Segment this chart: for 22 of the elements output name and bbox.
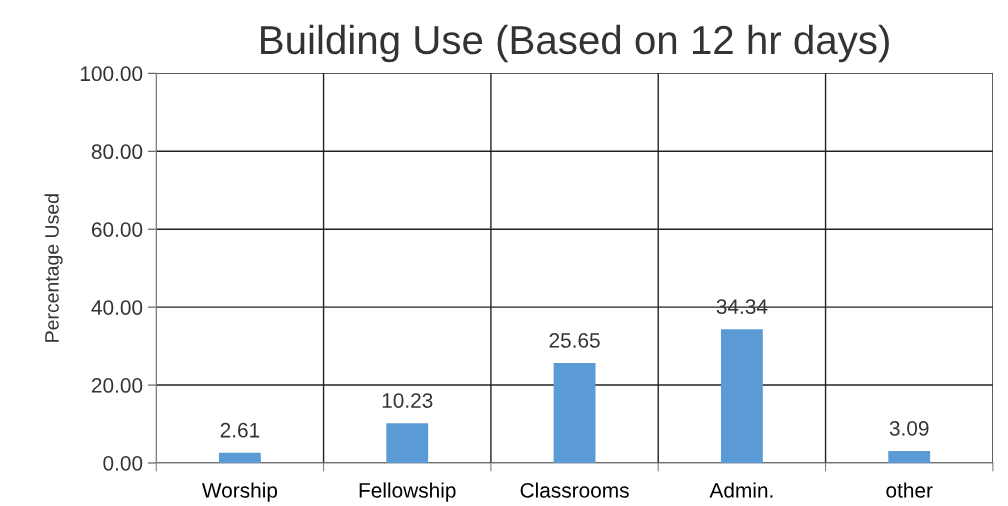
data-label: 3.09 [889, 420, 929, 436]
x-tick-label: Admin. [709, 482, 773, 498]
bar [218, 452, 261, 463]
y-tick-label: 0.00 [103, 455, 143, 471]
y-tick-label: 40.00 [91, 300, 143, 315]
bar [720, 329, 763, 463]
data-label: 10.23 [382, 393, 433, 408]
x-tick-label: other [886, 482, 933, 498]
bar [888, 450, 931, 463]
y-tick-label: 60.00 [91, 222, 143, 237]
bar [553, 363, 596, 463]
data-label: 25.65 [549, 333, 600, 348]
x-tick-label: Worship [201, 482, 278, 502]
x-tick-label: Classrooms [520, 482, 629, 498]
y-tick-label: 20.00 [91, 378, 143, 393]
y-tick-label: 80.00 [91, 144, 143, 160]
x-tick-label: Fellowship [359, 482, 456, 502]
bar [386, 423, 429, 463]
chart-title: Building Use (Based on 12 hr days) [261, 24, 889, 63]
y-axis-title: Percentage Used [44, 194, 63, 342]
data-label: 2.61 [220, 422, 260, 438]
y-tick-label: 100.00 [80, 66, 143, 82]
